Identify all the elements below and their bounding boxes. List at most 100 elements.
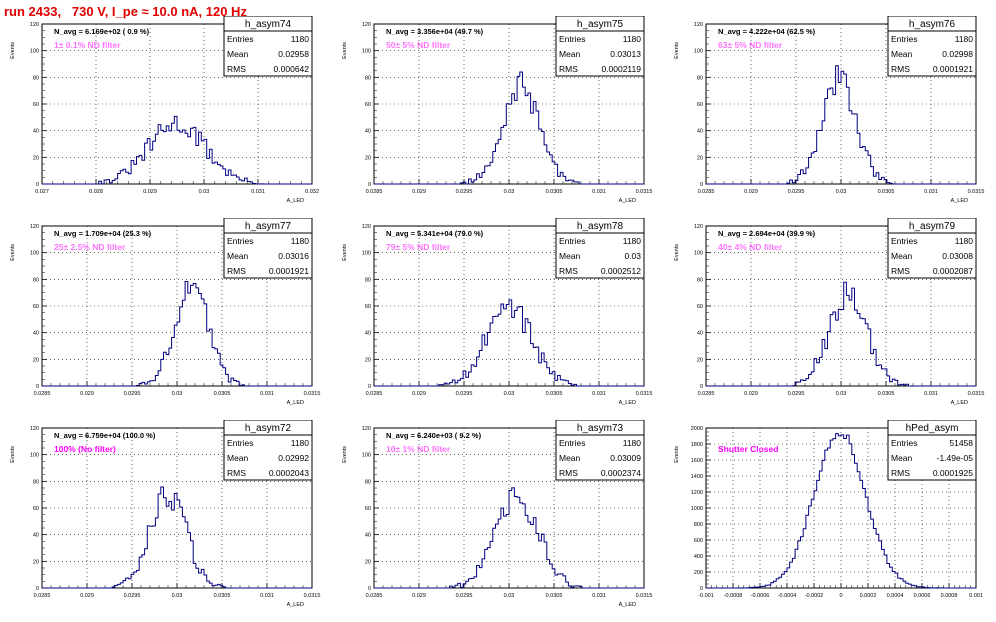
x-tick-label: 0.031 (924, 391, 938, 397)
y-tick-label: 40 (365, 129, 371, 135)
x-tick-label: 0.03 (199, 189, 210, 195)
y-axis-label: Events (674, 244, 680, 261)
x-tick-label: 0.0315 (304, 593, 321, 599)
x-tick-label: -0.0006 (751, 593, 770, 599)
x-tick-label: 0.0295 (788, 391, 805, 397)
y-tick-label: 80 (33, 277, 39, 283)
x-tick-label: 0.031 (592, 593, 606, 599)
y-tick-label: 120 (694, 22, 703, 28)
filter-label: Shutter Closed (718, 444, 778, 454)
x-tick-label: 0.0305 (878, 189, 895, 195)
n-avg-label: N_avg = 1.709e+04 (25.3 %) (54, 229, 152, 238)
y-tick-label: 100 (30, 251, 39, 257)
filter-label: 40± 4% ND filter (718, 242, 783, 252)
stats-title: h_asym73 (577, 423, 624, 434)
x-tick-label: 0.029 (412, 391, 426, 397)
x-tick-label: 0.03 (504, 189, 515, 195)
x-tick-label: 0.0295 (456, 189, 473, 195)
histogram-chart-h_asym74: 0 20 40 60 80 100 120 0.027 0.028 0.029 0.03 0.031 0… (10, 15, 319, 204)
x-tick-label: -0.0002 (805, 593, 824, 599)
y-tick-label: 120 (694, 224, 703, 230)
y-tick-label: 60 (33, 102, 39, 108)
y-axis-label: Events (10, 42, 16, 59)
x-tick-label: 0.031 (260, 391, 274, 397)
y-axis-label: Events (342, 446, 348, 463)
y-tick-label: 60 (33, 304, 39, 310)
histogram-panel-h_asym73: 0 20 40 60 80 100 120 0.0285 0.029 0.0295 0.03 0.03… (336, 419, 662, 616)
stats-label: Mean (891, 453, 913, 463)
stats-value: 51458 (949, 438, 973, 448)
y-tick-label: 20 (697, 357, 703, 363)
stats-value: 0.03009 (610, 453, 641, 463)
stats-box (223, 15, 313, 77)
stats-value: 0.0002087 (933, 266, 973, 276)
histogram-chart-h_asym78: 0 20 40 60 80 100 120 0.0285 0.029 0.0295 0.03 0.03… (342, 217, 652, 406)
stats-label: Entries (559, 438, 585, 448)
x-tick-label: 0.029 (412, 593, 426, 599)
stats-box (555, 15, 645, 77)
y-tick-label: 1000 (691, 506, 703, 512)
stats-label: Entries (227, 34, 253, 44)
stats-value: 0.0002119 (601, 64, 641, 74)
y-tick-label: 400 (694, 554, 703, 560)
stats-value: 0.02992 (278, 453, 309, 463)
y-tick-label: 100 (30, 453, 39, 459)
y-tick-label: 60 (365, 506, 371, 512)
y-tick-label: 20 (365, 357, 371, 363)
x-tick-label: 0.0315 (304, 391, 321, 397)
stats-label: RMS (891, 468, 910, 478)
filter-label: 50± 5% ND filter (386, 40, 451, 50)
histogram-panel-h_asym75: 0 20 40 60 80 100 120 0.0285 0.029 0.0295 0.03 0.03… (336, 15, 662, 212)
y-axis-label: Events (674, 446, 680, 463)
y-tick-label: 40 (697, 129, 703, 135)
y-tick-label: 80 (697, 75, 703, 81)
x-axis-label: A_LED (287, 400, 304, 406)
stats-value: 0.0002512 (601, 266, 641, 276)
y-tick-label: 0 (368, 182, 371, 188)
stats-value: 1180 (291, 438, 310, 448)
x-tick-label: 0.0305 (214, 391, 231, 397)
histogram-chart-hPed_asym: 0 200 400 600 800 1000 1200 1400 1600 1800 2000 -0.… (674, 419, 983, 599)
y-tick-label: 80 (33, 75, 39, 81)
histogram-panel-h_asym78: 0 20 40 60 80 100 120 0.0285 0.029 0.0295 0.03 0.03… (336, 217, 662, 414)
histogram-panel-hPed_asym: 0 200 400 600 800 1000 1200 1400 1600 1800 2000 -0.… (668, 419, 994, 616)
x-axis-label: A_LED (619, 602, 636, 608)
y-tick-label: 100 (362, 453, 371, 459)
x-tick-label: 0.03 (172, 593, 183, 599)
n-avg-label: N_avg = 4.222e+04 (62.5 %) (718, 27, 816, 36)
y-tick-label: 40 (365, 533, 371, 539)
stats-value: 0.03016 (278, 251, 309, 261)
stats-value: 1180 (291, 34, 310, 44)
y-tick-label: 0 (36, 384, 39, 390)
x-axis-label: A_LED (287, 198, 304, 204)
stats-box (223, 217, 313, 279)
stats-value: 1180 (623, 34, 642, 44)
stats-value: -1.49e-05 (937, 453, 974, 463)
stats-box (887, 15, 977, 77)
y-tick-label: 0 (36, 586, 39, 592)
y-tick-label: 120 (362, 22, 371, 28)
y-tick-label: 0 (700, 384, 703, 390)
stats-label: Entries (227, 438, 253, 448)
stats-label: Mean (559, 49, 581, 59)
stats-label: Entries (227, 236, 253, 246)
x-axis-label: A_LED (951, 400, 968, 406)
histogram-line (374, 299, 644, 387)
x-tick-label: 0 (839, 593, 842, 599)
y-tick-label: 0 (368, 384, 371, 390)
stats-label: Mean (227, 49, 249, 59)
histogram-panel-h_asym79: 0 20 40 60 80 100 120 0.0285 0.029 0.0295 0.03 0.03… (668, 217, 994, 414)
x-tick-label: 0.029 (412, 189, 426, 195)
x-tick-label: 0.0002 (860, 593, 877, 599)
stats-value: 0.0001925 (933, 468, 973, 478)
stats-value: 0.0002374 (601, 468, 641, 478)
n-avg-label: N_avg = 6.759e+04 (100.0 %) (54, 431, 156, 440)
x-tick-label: 0.0285 (366, 593, 383, 599)
stats-value: 1180 (623, 236, 642, 246)
x-tick-label: -0.0004 (778, 593, 797, 599)
histogram-line (374, 71, 644, 185)
stats-value: 0.0001921 (933, 64, 973, 74)
histogram-line (706, 281, 976, 387)
stats-label: RMS (559, 468, 578, 478)
y-tick-label: 0 (368, 586, 371, 592)
